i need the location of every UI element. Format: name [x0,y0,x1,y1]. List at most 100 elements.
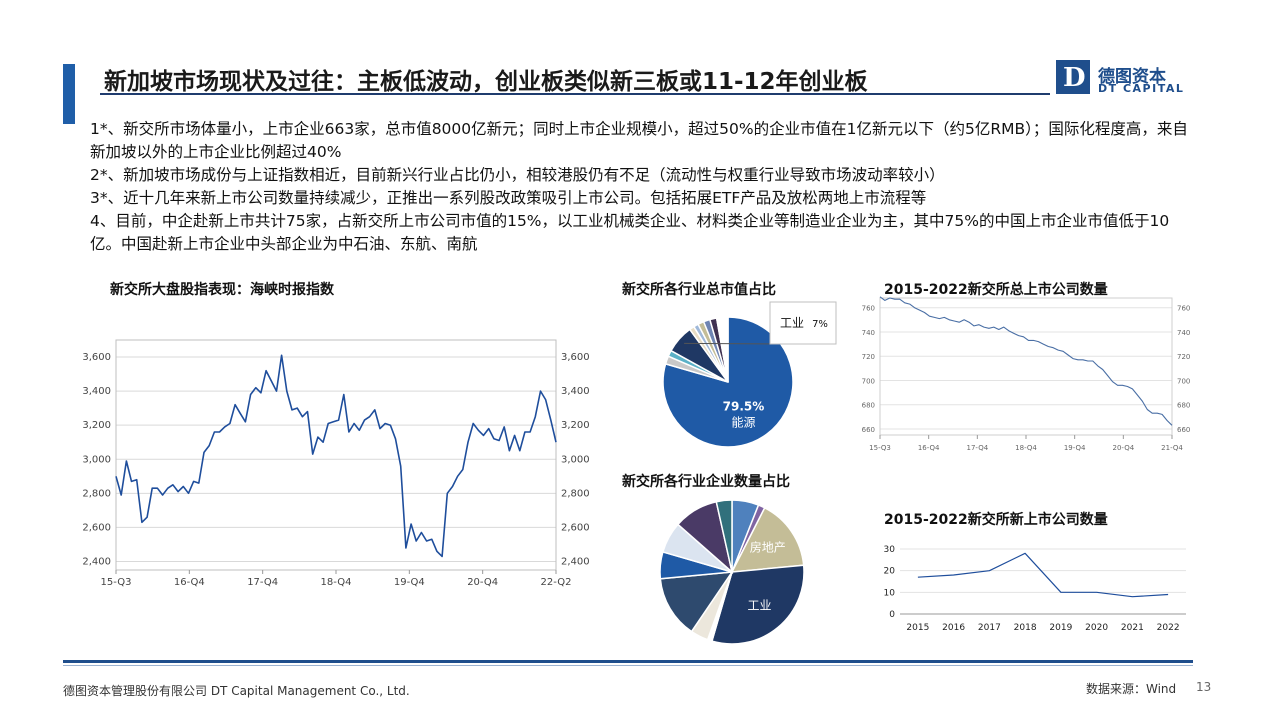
data-point [555,442,556,443]
footer-rule [63,660,1193,663]
data-point [934,317,935,318]
y-tick-label-right: 3,400 [561,386,590,397]
data-point [405,547,406,548]
data-point [929,316,930,317]
data-point [1168,594,1169,595]
data-point [178,491,179,492]
data-point [899,299,900,300]
logo-cn-text: 德图资本 [1098,67,1166,87]
data-point [457,476,458,477]
data-point [949,319,950,320]
energy-label: 能源 [731,416,755,430]
callout-box [769,301,837,345]
data-point [550,419,551,420]
y-tick-label-right: 740 [1177,329,1190,337]
x-tick-label: 18-Q4 [321,577,352,588]
data-point [286,391,287,392]
pie-slice [715,499,733,573]
data-point [167,488,168,489]
data-point [157,488,158,489]
data-point [322,442,323,443]
data-point [1112,381,1113,382]
data-point [540,391,541,392]
y-tick-label: 660 [862,426,875,434]
x-tick-label: 2015 [906,623,929,633]
data-point [914,307,915,308]
data-point [203,452,204,453]
data-point [998,329,999,330]
data-point [395,438,396,439]
data-point [1127,386,1128,387]
logo-en-text: DT CAPITAL [1098,82,1185,95]
new-listings-chart: 0 10 20 30 2015 2016 2017 2018 2019 2020 2021 2022 [884,545,1186,633]
data-point [172,484,173,485]
y-tick-label: 3,400 [82,386,111,397]
x-tick-label: 16-Q4 [174,577,205,588]
data-point [924,312,925,313]
data-point [400,465,401,466]
data-point [1162,414,1163,415]
data-point [255,387,256,388]
y-tick-label-right: 3,000 [561,454,590,465]
sti-chart-title: 新交所大盘股指表现：海峡时报指数 [110,282,334,298]
footer-source: 数据来源：Wind [1086,682,1177,696]
x-tick-label: 15-Q3 [101,577,132,588]
page-number: 13 [1196,680,1212,694]
point-3: 3*、近十几年来新上市公司数量持续减少，正推出一系列股改政策吸引上市公司。包括拓… [90,189,927,207]
company-pie-title: 新交所各行业企业数量占比 [622,474,790,490]
data-point [1058,350,1059,351]
data-point [338,419,339,420]
data-point [379,428,380,429]
x-tick-label: 19-Q4 [1064,444,1086,452]
y-tick-label-right: 2,400 [561,556,590,567]
y-tick-label: 0 [889,610,895,620]
point-1: 1*、新交所市场体量小，上市企业663家，总市值8000亿新元；同时上市企业规模… [90,120,1188,161]
data-point [978,324,979,325]
data-point [535,416,536,417]
data-point [297,408,298,409]
data-point [478,430,479,431]
y-tick-label: 10 [884,588,896,598]
data-point [1137,394,1138,395]
x-tick-label: 2018 [1014,623,1037,633]
pie-slice [715,316,729,383]
data-point [988,328,989,329]
page-title: 新加坡市场现状及过往：主板低波动，创业板类似新三板或11-12年创业板 [104,69,868,95]
data-point [1102,369,1103,370]
y-tick-label: 20 [884,567,896,577]
data-point [1008,330,1009,331]
data-point [519,450,520,451]
data-point [146,517,147,518]
data-point [359,430,360,431]
industry-label: 工业 [748,598,772,612]
data-point [1038,341,1039,342]
data-point [307,411,308,412]
data-point [452,486,453,487]
data-point [374,409,375,410]
data-point [1132,388,1133,389]
data-point [1107,375,1108,376]
title-accent-bar [63,64,75,124]
data-point [291,409,292,410]
data-point [1072,358,1073,359]
data-point [245,421,246,422]
y-tick-label-right: 720 [1177,353,1190,361]
x-tick-label: 21-Q4 [1161,444,1183,452]
mktcap-pie-title: 新交所各行业总市值占比 [622,282,776,298]
data-point [436,551,437,552]
x-tick-label: 2019 [1049,623,1072,633]
x-tick-label: 15-Q3 [869,444,891,452]
data-point [312,454,313,455]
data-point [141,522,142,523]
data-point [989,570,990,571]
data-point [410,523,411,524]
data-point [328,423,329,424]
data-point [183,486,184,487]
data-point [431,539,432,540]
listed-count-title: 2015-2022新交所总上市公司数量 [884,282,1108,298]
data-point [193,481,194,482]
data-point [260,392,261,393]
y-tick-label-right: 660 [1177,426,1190,434]
y-tick-label-right: 700 [1177,377,1190,385]
data-point [884,300,885,301]
